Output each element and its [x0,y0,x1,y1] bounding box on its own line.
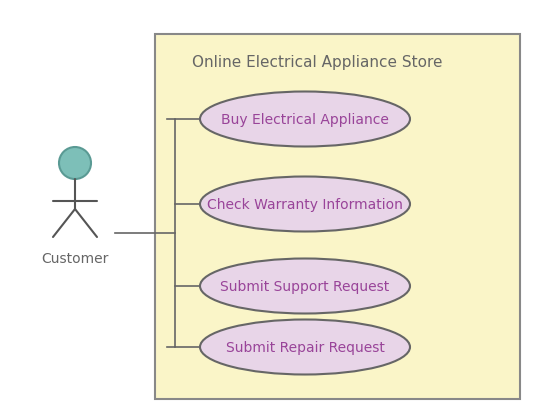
Circle shape [59,147,91,180]
Text: Submit Repair Request: Submit Repair Request [225,340,384,354]
Ellipse shape [200,259,410,314]
Ellipse shape [200,320,410,375]
Text: Customer: Customer [42,252,109,266]
Text: Check Warranty Information: Check Warranty Information [207,197,403,211]
Ellipse shape [200,92,410,147]
Text: Submit Support Request: Submit Support Request [220,279,390,293]
Text: Online Electrical Appliance Store: Online Electrical Appliance Store [192,55,443,70]
FancyBboxPatch shape [155,35,520,399]
Ellipse shape [200,177,410,232]
Text: Buy Electrical Appliance: Buy Electrical Appliance [221,113,389,127]
